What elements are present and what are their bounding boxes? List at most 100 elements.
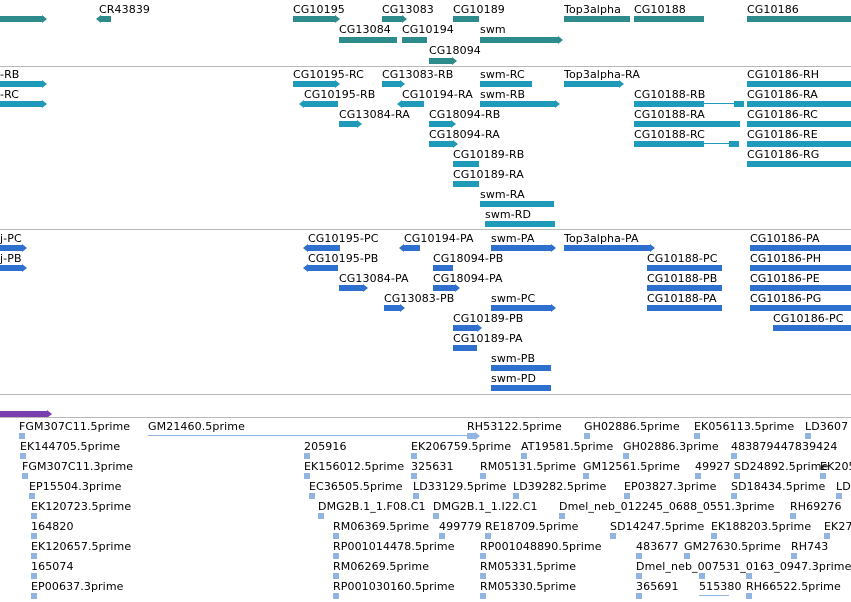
feature-label[interactable]: CG10186-PC: [773, 312, 844, 325]
feature-label[interactable]: CG13084-PA: [339, 272, 409, 285]
feature-label[interactable]: CG18094-PA: [433, 272, 503, 285]
feature-label[interactable]: RM05331.5prime: [480, 560, 577, 573]
feature-label[interactable]: EC36505.5prime: [309, 480, 403, 493]
feature-label[interactable]: RM06369.5prime: [333, 520, 430, 533]
feature-label[interactable]: RP001014478.5prime: [333, 540, 455, 553]
feature-label[interactable]: 165074: [31, 560, 74, 573]
feature-label[interactable]: EK205: [820, 460, 851, 473]
feature-label[interactable]: CG10186-RG: [747, 148, 820, 161]
feature-label[interactable]: j-PB: [0, 252, 22, 265]
feature-label[interactable]: AT19581.5prime: [521, 440, 614, 453]
feature-label[interactable]: CG10186-PH: [750, 252, 822, 265]
feature-label[interactable]: Dmel_neb_012245_0688_0551.3prime: [559, 500, 775, 513]
feature-label[interactable]: swm-PA: [491, 232, 535, 245]
feature-label[interactable]: RP001030160.5prime: [333, 580, 455, 593]
feature-label[interactable]: GM21460.5prime: [148, 420, 245, 433]
feature-label[interactable]: Top3alpha: [564, 3, 621, 16]
feature-label[interactable]: CG18094-RA: [429, 128, 500, 141]
feature-label[interactable]: SD24892.5prime: [734, 460, 829, 473]
feature-label[interactable]: 205916: [304, 440, 347, 453]
feature-label[interactable]: LD33129.5prime: [413, 480, 507, 493]
feature-label[interactable]: CG10186-RA: [747, 88, 818, 101]
feature-label[interactable]: CG10186-RE: [747, 128, 818, 141]
feature-label[interactable]: DMG2B.1_1.F08.C1: [318, 500, 426, 513]
feature-label[interactable]: CG10194-PA: [404, 232, 474, 245]
feature-label[interactable]: CR43839: [99, 3, 151, 16]
feature-label[interactable]: CG13083: [382, 3, 434, 16]
feature-label[interactable]: EP15504.3prime: [29, 480, 122, 493]
feature-label[interactable]: GH02886.5prime: [584, 420, 680, 433]
feature-label[interactable]: CG10186-RH: [747, 68, 820, 81]
feature-label[interactable]: CG10194-RA: [402, 88, 473, 101]
feature-label[interactable]: swm: [480, 23, 506, 36]
feature-label[interactable]: 483677: [636, 540, 679, 553]
feature-label[interactable]: swm-RD: [485, 208, 532, 221]
feature-label[interactable]: EK188203.5prime: [711, 520, 812, 533]
feature-label[interactable]: CG10194: [402, 23, 454, 36]
feature-label[interactable]: CG10188-PC: [647, 252, 718, 265]
feature-label[interactable]: swm-RA: [480, 188, 525, 201]
feature-label[interactable]: CG10186: [747, 3, 799, 16]
feature-label[interactable]: Top3alpha-PA: [564, 232, 639, 245]
feature-label[interactable]: GM12561.5prime: [583, 460, 680, 473]
feature-label[interactable]: swm-RB: [480, 88, 526, 101]
feature-label[interactable]: 483879447839424: [731, 440, 838, 453]
feature-label[interactable]: j-PC: [0, 232, 22, 245]
feature-label[interactable]: 365691: [636, 580, 679, 593]
feature-label[interactable]: -RB: [0, 68, 20, 81]
feature-label[interactable]: CG10189-RB: [453, 148, 525, 161]
feature-label[interactable]: CG18094-RB: [429, 108, 501, 121]
feature-label[interactable]: LD: [836, 480, 851, 493]
feature-label[interactable]: swm-PD: [491, 372, 537, 385]
feature-label[interactable]: RH53122.5prime: [467, 420, 562, 433]
feature-label[interactable]: 499779: [439, 520, 482, 533]
feature-label[interactable]: CG13084-RA: [339, 108, 410, 121]
feature-label[interactable]: CG10195-PB: [308, 252, 379, 265]
feature-label[interactable]: EK156012.5prime: [304, 460, 405, 473]
feature-label[interactable]: CG10195-RB: [304, 88, 376, 101]
feature-label[interactable]: CG10189-RA: [453, 168, 524, 181]
feature-label[interactable]: CG10189: [453, 3, 505, 16]
feature-label[interactable]: CG10188-RC: [634, 128, 705, 141]
feature-label[interactable]: EP03827.3prime: [624, 480, 717, 493]
feature-label[interactable]: EK144705.5prime: [20, 440, 121, 453]
feature-label[interactable]: CG13083-RB: [382, 68, 454, 81]
feature-label[interactable]: LD3607: [805, 420, 849, 433]
feature-label[interactable]: CG10186-PE: [750, 272, 820, 285]
feature-label[interactable]: CG10186-RC: [747, 108, 818, 121]
feature-label[interactable]: SD18434.5prime: [731, 480, 826, 493]
feature-label[interactable]: EK120657.5prime: [31, 540, 132, 553]
feature-label[interactable]: GH02886.3prime: [623, 440, 719, 453]
feature-label[interactable]: CG10195-RC: [293, 68, 364, 81]
feature-label[interactable]: CG13083-PB: [384, 292, 455, 305]
feature-label[interactable]: CG10195: [293, 3, 345, 16]
feature-label[interactable]: CG10189-PA: [453, 332, 523, 345]
feature-label[interactable]: EK056113.5prime: [694, 420, 795, 433]
feature-label[interactable]: FGM307C11.5prime: [19, 420, 131, 433]
feature-label[interactable]: GM27630.5prime: [684, 540, 781, 553]
feature-label[interactable]: Dmel_neb_007531_0163_0947.3prime: [636, 560, 851, 573]
feature-label[interactable]: CG10188-RB: [634, 88, 706, 101]
feature-label[interactable]: CG10186-PG: [750, 292, 822, 305]
feature-label[interactable]: FGM307C11.3prime: [22, 460, 134, 473]
feature-label[interactable]: 515380: [699, 580, 742, 593]
feature-label[interactable]: 325631: [411, 460, 454, 473]
feature-label[interactable]: RP001048890.5prime: [480, 540, 602, 553]
feature-label[interactable]: RM06269.5prime: [333, 560, 430, 573]
feature-label[interactable]: CG13084: [339, 23, 391, 36]
feature-label[interactable]: CG10189-PB: [453, 312, 524, 325]
feature-label[interactable]: Top3alpha-RA: [564, 68, 640, 81]
feature-label[interactable]: RE18709.5prime: [485, 520, 579, 533]
feature-label[interactable]: swm-PC: [491, 292, 536, 305]
feature-label[interactable]: CG10186-PA: [750, 232, 820, 245]
feature-label[interactable]: CG10188-RA: [634, 108, 705, 121]
feature-label[interactable]: 164820: [31, 520, 74, 533]
feature-label[interactable]: swm-RC: [480, 68, 525, 81]
feature-label[interactable]: CG10195-PC: [308, 232, 379, 245]
feature-label[interactable]: RH743: [791, 540, 829, 553]
feature-label[interactable]: RH66522.5prime: [746, 580, 841, 593]
feature-label[interactable]: RM05330.5prime: [480, 580, 577, 593]
feature-label[interactable]: CG10188-PA: [647, 292, 717, 305]
feature-label[interactable]: LD39282.5prime: [513, 480, 607, 493]
feature-label[interactable]: EK120723.5prime: [31, 500, 132, 513]
